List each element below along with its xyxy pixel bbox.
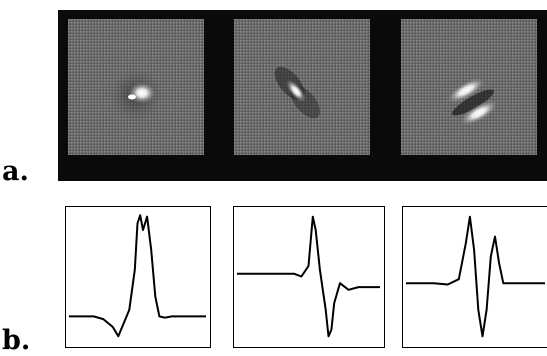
profile-plot-2-svg — [237, 215, 380, 338]
profile-trace-2 — [237, 215, 380, 338]
receptive-field-image-1 — [68, 19, 204, 155]
rf-svg-3 — [401, 19, 537, 155]
receptive-field-image-3 — [401, 19, 537, 155]
panel-b-label: b. — [2, 325, 31, 356]
rf-svg-1 — [68, 19, 204, 155]
profile-plot-3 — [402, 206, 547, 348]
profile-trace-3 — [406, 215, 545, 338]
profile-trace-1 — [69, 214, 206, 338]
panel-a-label: a. — [2, 156, 29, 187]
rf-svg-2 — [234, 19, 370, 155]
profile-plot-3-svg — [406, 215, 545, 338]
receptive-field-strip — [58, 10, 547, 181]
profile-plot-1 — [65, 206, 211, 348]
profile-plot-1-svg — [69, 214, 206, 338]
profile-plot-2 — [233, 206, 385, 348]
receptive-field-image-2 — [234, 19, 370, 155]
